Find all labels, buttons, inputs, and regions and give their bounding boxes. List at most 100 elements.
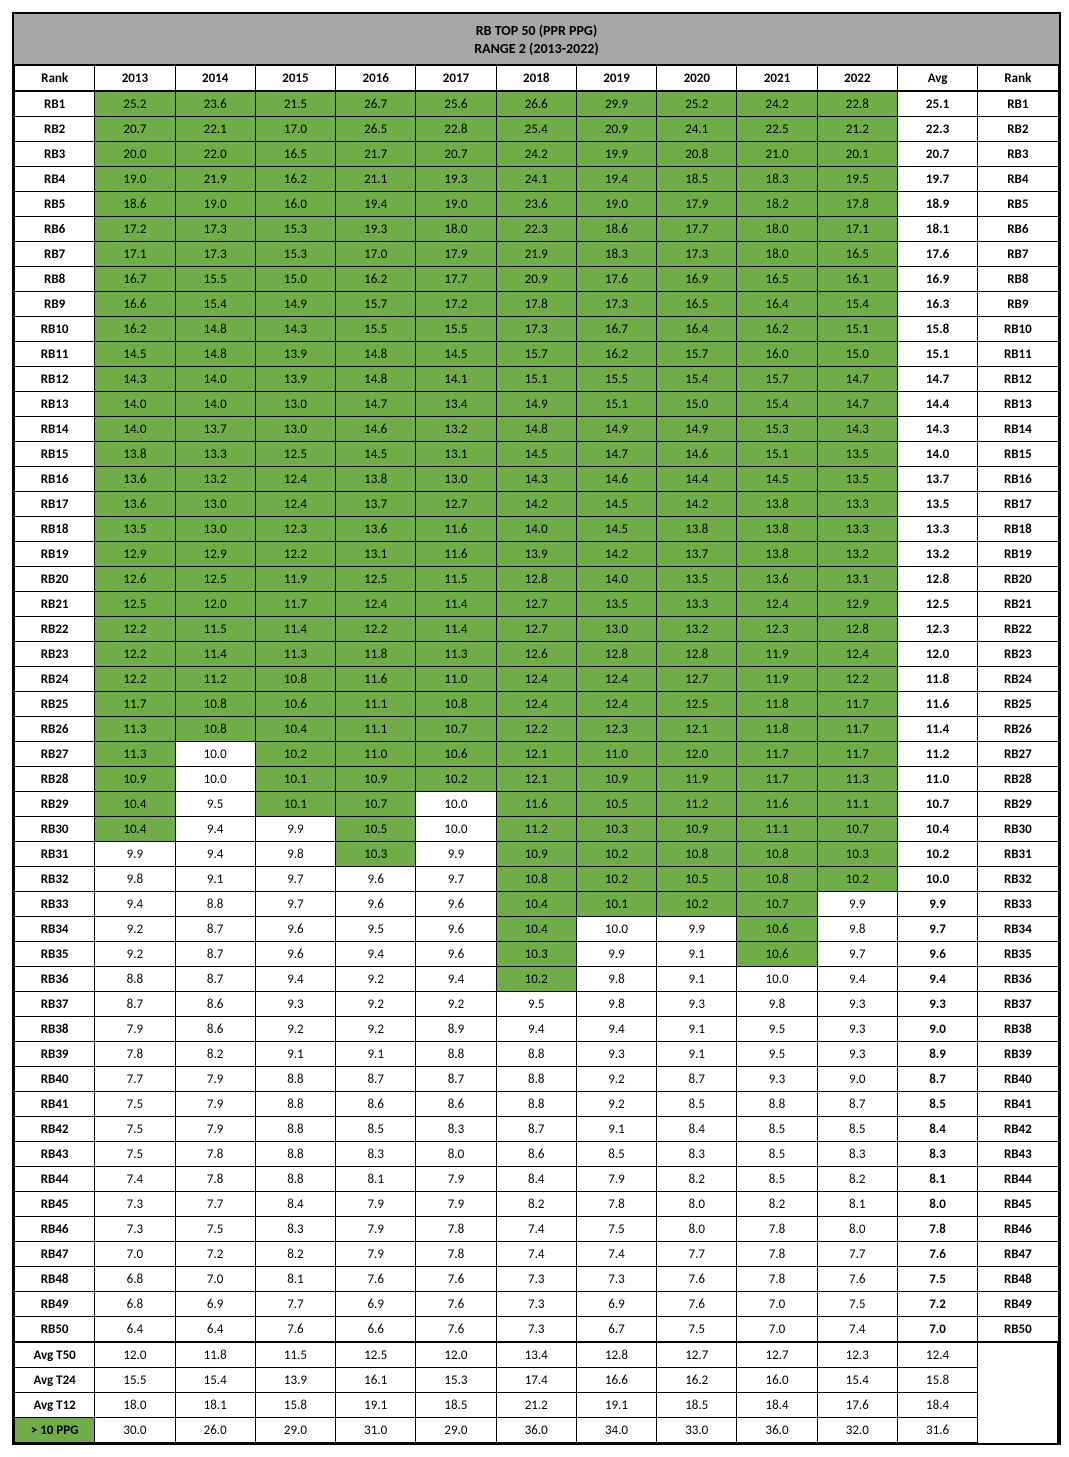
value-cell: 21.5	[255, 91, 335, 117]
value-cell: 16.2	[255, 167, 335, 192]
value-cell: 6.9	[175, 1292, 255, 1317]
value-cell: 16.2	[336, 267, 416, 292]
value-cell: 9.0	[817, 1067, 897, 1092]
value-cell: 9.3	[737, 1067, 817, 1092]
value-cell: 15.0	[817, 342, 897, 367]
avg-cell: 25.1	[897, 91, 977, 117]
rank-cell: RB3	[15, 142, 95, 167]
value-cell: 8.7	[657, 1067, 737, 1092]
value-cell: 7.4	[817, 1317, 897, 1343]
value-cell: 12.7	[416, 492, 496, 517]
value-cell: 14.8	[175, 317, 255, 342]
value-cell: 10.8	[175, 717, 255, 742]
table-row: RB2212.211.511.412.211.412.713.013.212.3…	[15, 617, 1059, 642]
avg-cell: 8.9	[897, 1042, 977, 1067]
value-cell: 22.8	[416, 117, 496, 142]
value-cell: 7.5	[95, 1117, 175, 1142]
value-cell: 12.2	[95, 642, 175, 667]
value-cell: 13.5	[817, 442, 897, 467]
value-cell: 11.3	[95, 717, 175, 742]
value-cell: 9.5	[496, 992, 576, 1017]
value-cell: 10.0	[576, 917, 656, 942]
value-cell: 7.5	[175, 1217, 255, 1242]
value-cell: 11.4	[175, 642, 255, 667]
value-cell: 8.8	[496, 1092, 576, 1117]
avg-cell: 8.1	[897, 1167, 977, 1192]
value-cell: 21.0	[737, 142, 817, 167]
rank-cell: RB34	[978, 917, 1058, 942]
rank-cell: RB37	[978, 992, 1058, 1017]
value-cell: 8.4	[255, 1192, 335, 1217]
rank-cell: RB25	[978, 692, 1058, 717]
value-cell: 8.4	[496, 1167, 576, 1192]
rank-cell: RB1	[978, 91, 1058, 117]
value-cell: 9.2	[95, 917, 175, 942]
col-header: 2014	[175, 66, 255, 91]
avg-cell: 11.4	[897, 717, 977, 742]
value-cell: 25.4	[496, 117, 576, 142]
value-cell: 10.4	[496, 892, 576, 917]
table-row: RB506.46.47.66.67.67.36.77.57.07.47.0RB5…	[15, 1317, 1059, 1343]
avg-cell: 18.1	[897, 217, 977, 242]
value-cell: 12.5	[255, 442, 335, 467]
value-cell: 20.9	[496, 267, 576, 292]
rank-cell: RB43	[978, 1142, 1058, 1167]
value-cell: 8.0	[817, 1217, 897, 1242]
rank-cell: RB18	[978, 517, 1058, 542]
rank-cell: RB38	[978, 1017, 1058, 1042]
rank-cell: RB44	[978, 1167, 1058, 1192]
value-cell: 13.9	[255, 367, 335, 392]
value-cell: 13.0	[255, 417, 335, 442]
rank-cell: RB5	[15, 192, 95, 217]
value-cell: 11.7	[737, 767, 817, 792]
value-cell: 8.8	[255, 1092, 335, 1117]
col-header: Avg	[897, 66, 977, 91]
col-header: 2016	[336, 66, 416, 91]
rank-cell: RB6	[978, 217, 1058, 242]
value-cell: 7.8	[175, 1142, 255, 1167]
value-cell: 12.5	[175, 567, 255, 592]
value-cell: 14.5	[576, 517, 656, 542]
value-cell: 8.8	[416, 1042, 496, 1067]
value-cell: 23.6	[175, 91, 255, 117]
avg-cell: 11.6	[897, 692, 977, 717]
value-cell: 8.6	[496, 1142, 576, 1167]
avg-cell: 11.8	[897, 667, 977, 692]
rank-cell: RB29	[15, 792, 95, 817]
value-cell: 10.9	[576, 767, 656, 792]
value-cell: 10.4	[255, 717, 335, 742]
value-cell: 9.4	[255, 967, 335, 992]
rank-cell: RB19	[978, 542, 1058, 567]
value-cell: 9.3	[657, 992, 737, 1017]
table-row: RB1713.613.012.413.712.714.214.514.213.8…	[15, 492, 1059, 517]
rank-cell: RB19	[15, 542, 95, 567]
value-cell: 9.5	[175, 792, 255, 817]
table-row: RB1912.912.912.213.111.613.914.213.713.8…	[15, 542, 1059, 567]
value-cell: 20.9	[576, 117, 656, 142]
value-cell: 22.8	[817, 91, 897, 117]
title-bar: RB TOP 50 (PPR PPG) RANGE 2 (2013-2022)	[14, 14, 1059, 66]
value-cell: 8.8	[255, 1067, 335, 1092]
value-cell: 14.5	[416, 342, 496, 367]
table-row: RB1414.013.713.014.613.214.814.914.915.3…	[15, 417, 1059, 442]
value-cell: 8.7	[95, 992, 175, 1017]
value-cell: 6.8	[95, 1292, 175, 1317]
rank-cell: RB11	[15, 342, 95, 367]
value-cell: 10.2	[416, 767, 496, 792]
value-cell: 9.9	[255, 817, 335, 842]
value-cell: 9.8	[817, 917, 897, 942]
rank-cell: RB38	[15, 1017, 95, 1042]
summary-value: 12.3	[817, 1342, 897, 1368]
value-cell: 9.8	[576, 992, 656, 1017]
value-cell: 17.8	[496, 292, 576, 317]
rank-cell: RB40	[978, 1067, 1058, 1092]
value-cell: 17.3	[496, 317, 576, 342]
avg-cell: 12.8	[897, 567, 977, 592]
value-cell: 14.6	[657, 442, 737, 467]
value-cell: 15.3	[255, 217, 335, 242]
value-cell: 11.4	[416, 617, 496, 642]
value-cell: 11.6	[416, 542, 496, 567]
value-cell: 10.8	[175, 692, 255, 717]
value-cell: 7.4	[496, 1217, 576, 1242]
summary-value: 15.8	[255, 1393, 335, 1418]
